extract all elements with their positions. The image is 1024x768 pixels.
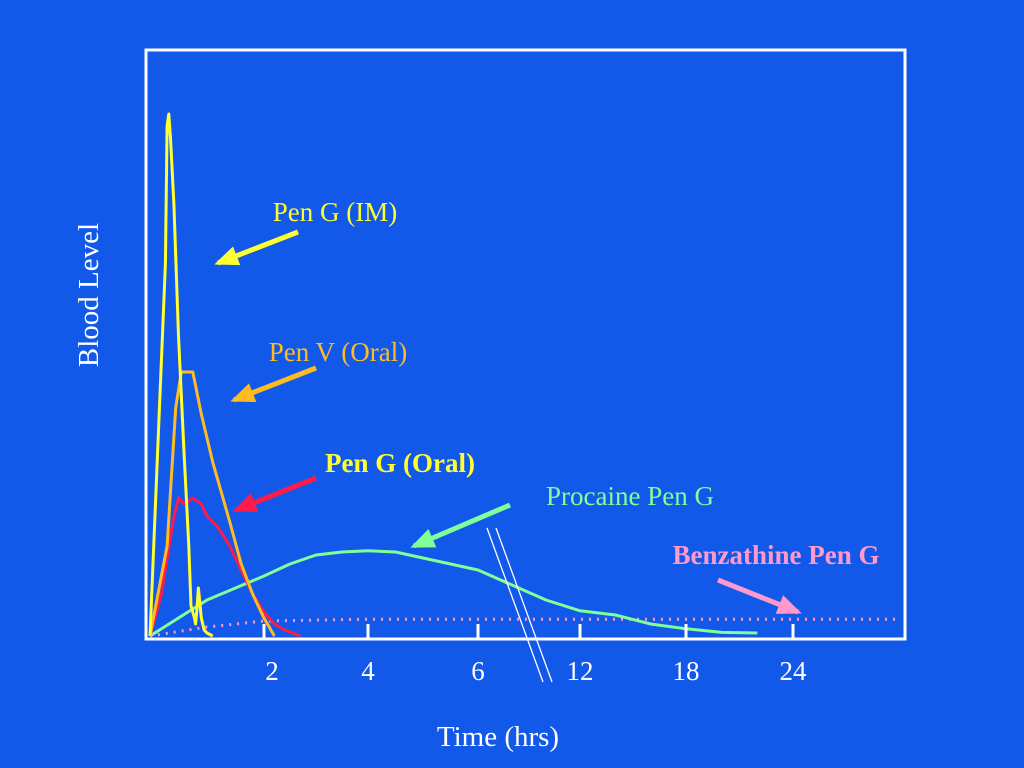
x-ticks: 2 4 6 12 18 24 (262, 624, 808, 686)
annotation-label-1: Pen V (Oral) (269, 337, 407, 367)
x-tick-label: 4 (361, 656, 375, 686)
annotation-label-2: Pen G (Oral) (325, 448, 475, 478)
annotation-label-0: Pen G (IM) (273, 197, 397, 227)
series-layer (148, 112, 900, 638)
annotation-arrowhead-0 (214, 246, 241, 266)
x-tick-label: 18 (673, 656, 700, 686)
annotation-labels: Pen G (IM) Pen V (Oral) Pen G (Oral) Procai… (269, 197, 880, 570)
series-line-3 (149, 549, 758, 638)
series-line-2 (148, 496, 301, 638)
annotation-arrowhead-3 (410, 528, 437, 548)
series-line-1 (148, 370, 276, 637)
x-axis-label: Time (hrs) (437, 721, 559, 753)
axis-break (486, 527, 553, 683)
y-axis-label: Blood Level (73, 223, 105, 367)
axis-break-line-1 (486, 527, 544, 683)
annotation-arrowhead-2 (232, 493, 259, 512)
x-tick-label: 12 (567, 656, 594, 686)
x-tick-label: 24 (780, 656, 808, 686)
x-tick-label: 2 (265, 656, 279, 686)
annotation-label-4: Benzathine Pen G (673, 540, 880, 570)
axis-break-line-2 (495, 527, 553, 683)
x-tick-label: 6 (471, 656, 485, 686)
annotation-label-3: Procaine Pen G (546, 481, 714, 511)
annotation-arrows (214, 229, 802, 615)
plot-frame (144, 48, 907, 641)
annotation-arrowhead-1 (230, 383, 257, 403)
annotation-arrowhead-4 (775, 595, 802, 614)
series-line-0 (148, 112, 214, 638)
